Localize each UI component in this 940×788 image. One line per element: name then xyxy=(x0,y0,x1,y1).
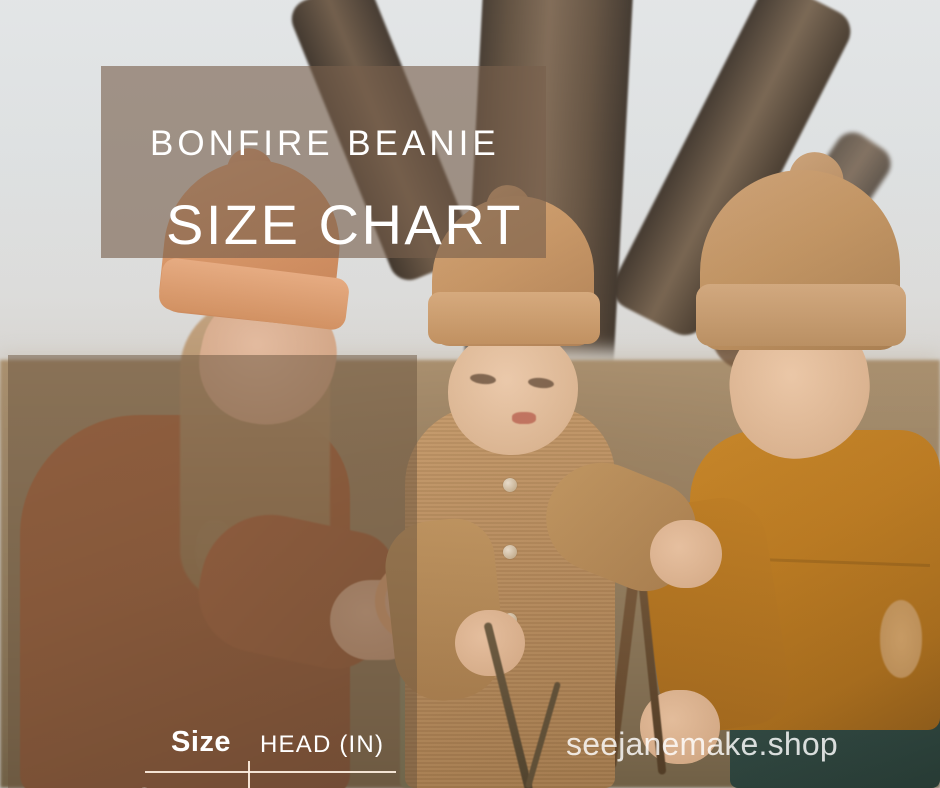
product-title: BONFIRE BEANIE xyxy=(150,124,500,163)
column-header-size: Size xyxy=(171,726,232,758)
column-header-head-measurement: HEAD (IN) xyxy=(260,731,385,758)
size-table-overlay-panel xyxy=(8,355,417,788)
child-center-hand-right xyxy=(650,520,722,588)
table-column-divider xyxy=(248,761,250,788)
romper-snap-1 xyxy=(503,478,517,492)
child-right-beanie-cuff xyxy=(696,284,906,346)
child-center-mouth xyxy=(512,412,536,424)
table-header-rule xyxy=(145,771,396,773)
shop-watermark: seejanemake.shop xyxy=(566,726,838,762)
page-title: SIZE CHART xyxy=(166,193,523,256)
child-right-fabric-patch xyxy=(880,600,922,678)
title-overlay-panel xyxy=(101,66,546,258)
size-table: Size HEAD (IN) NEWBORN (0-6M) 14.5-15.5 … xyxy=(8,355,417,788)
child-center-beanie-cuff xyxy=(428,292,600,344)
child-center-face xyxy=(448,330,578,455)
table-row-size-label: NEWBORN (0-6M) xyxy=(5,782,240,788)
size-name: NEWBORN xyxy=(47,782,197,788)
romper-snap-2 xyxy=(503,545,517,559)
